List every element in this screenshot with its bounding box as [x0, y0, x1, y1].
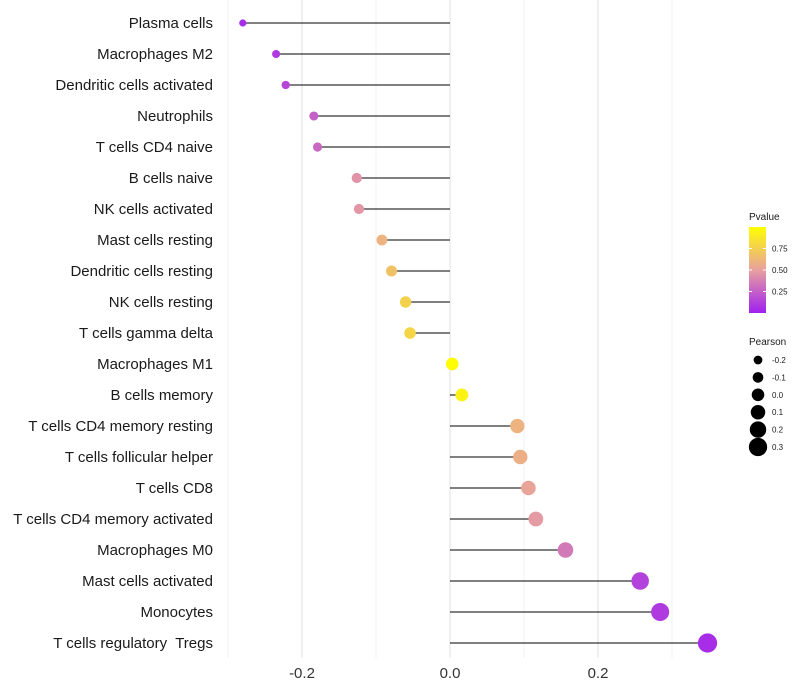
category-label: NK cells resting — [109, 294, 213, 311]
x-tick-label: -0.2 — [289, 665, 315, 682]
size-legend-dot — [748, 437, 768, 457]
size-legend-label: -0.1 — [772, 373, 786, 382]
x-tick-label: 0.2 — [588, 665, 609, 682]
lollipop-dot — [281, 80, 290, 90]
category-label: Macrophages M2 — [97, 46, 213, 63]
lollipop-dot — [528, 511, 544, 527]
category-label: T cells CD4 memory resting — [28, 418, 213, 435]
lollipop-dot — [272, 49, 281, 59]
category-label: Plasma cells — [129, 15, 213, 32]
lollipop-dot — [445, 357, 459, 371]
category-label: T cells CD8 — [136, 480, 213, 497]
category-label: NK cells activated — [94, 201, 213, 218]
size-legend-dot — [753, 355, 763, 365]
category-label: Macrophages M1 — [97, 356, 213, 373]
size-legend-label: 0.3 — [772, 443, 784, 452]
size-legend-dot — [752, 372, 764, 383]
category-label: T cells CD4 memory activated — [13, 511, 213, 528]
lollipop-stems — [242, 22, 708, 644]
size-legend-label: -0.2 — [772, 356, 786, 365]
lollipop-dot — [510, 418, 525, 434]
size-legend-dot — [749, 421, 767, 438]
colorbar-tick-label: 0.75 — [772, 245, 788, 254]
size-legend-label: 0.1 — [772, 408, 784, 417]
pvalue-legend-title: Pvalue — [749, 212, 780, 223]
colorbar-tick-label: 0.25 — [772, 288, 788, 297]
lollipop-dot — [651, 602, 670, 622]
grid-lines — [227, 0, 673, 658]
size-legend-label: 0.2 — [772, 426, 784, 435]
lollipop-dot — [404, 327, 416, 339]
x-tick-label: 0.0 — [440, 665, 461, 682]
colorbar-tick-label: 0.50 — [772, 266, 788, 275]
size-legend-label: 0.0 — [772, 391, 784, 400]
pearson-legend: Pearson -0.2 -0.1 0.0 0.1 0.2 0.3 — [748, 337, 786, 457]
lollipop-dot — [557, 542, 574, 558]
size-legend-dot — [750, 404, 766, 420]
lollipop-dot — [353, 203, 365, 215]
category-label: Mast cells activated — [82, 573, 213, 590]
lollipop-dots — [239, 19, 718, 653]
category-label: B cells memory — [110, 387, 213, 404]
category-label: T cells gamma delta — [79, 325, 214, 342]
lollipop-dot — [351, 172, 362, 184]
pvalue-legend: Pvalue 0.25 0.50 0.75 — [749, 212, 788, 313]
category-label: T cells follicular helper — [65, 449, 213, 466]
lollipop-dot — [312, 142, 323, 152]
lollipop-dot — [697, 633, 718, 653]
lollipop-dot — [631, 572, 649, 590]
category-label: Dendritic cells activated — [55, 77, 213, 94]
category-label: Macrophages M0 — [97, 542, 213, 559]
category-labels: Plasma cells Macrophages M2 Dendritic cell… — [13, 15, 213, 652]
pearson-legend-title: Pearson — [749, 337, 786, 348]
lollipop-dot — [513, 449, 528, 465]
lollipop-dot — [386, 265, 398, 277]
category-label: Dendritic cells resting — [70, 263, 213, 280]
lollipop-dot — [376, 234, 388, 246]
category-label: T cells regulatory Tregs — [53, 635, 213, 652]
x-axis-tick-labels: -0.2 0.0 0.2 — [289, 665, 608, 682]
lollipop-dot — [239, 19, 247, 27]
category-label: T cells CD4 naive — [96, 139, 213, 156]
category-label: Neutrophils — [137, 108, 213, 125]
size-legend-dot — [751, 388, 765, 402]
lollipop-dot — [455, 388, 469, 402]
category-label: Monocytes — [140, 604, 213, 621]
lollipop-dot — [399, 296, 412, 308]
pvalue-colorbar — [749, 227, 766, 313]
category-label: B cells naive — [129, 170, 213, 187]
lollipop-dot — [521, 480, 536, 496]
lollipop-dot — [309, 111, 319, 121]
category-label: Mast cells resting — [97, 232, 213, 249]
